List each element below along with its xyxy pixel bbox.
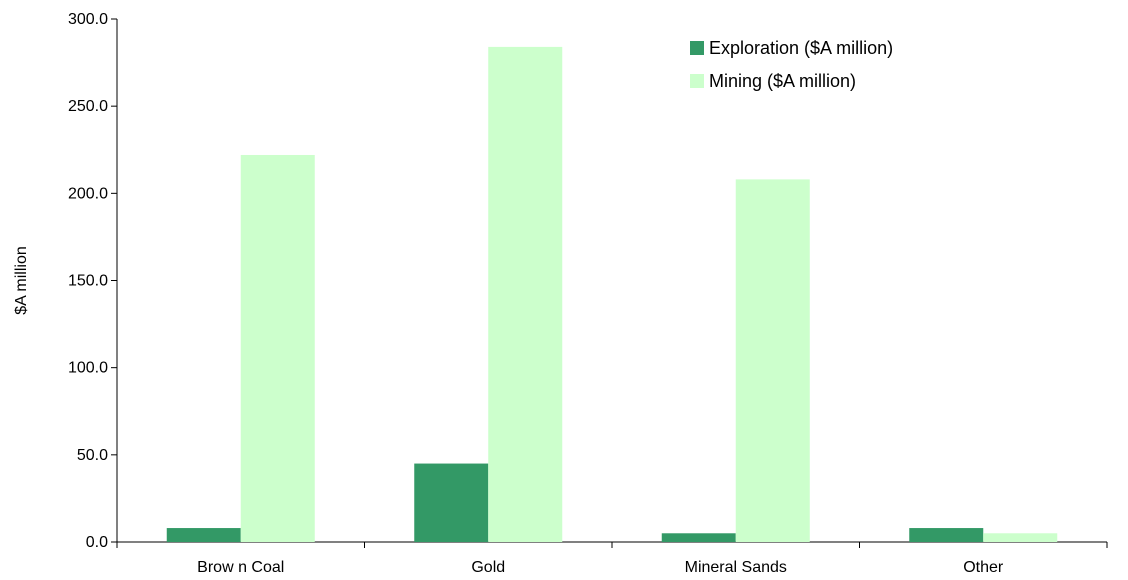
bar-mining [488, 46, 563, 542]
legend-label: Exploration ($A million) [709, 38, 893, 58]
bar-exploration [909, 528, 984, 542]
y-tick-label: 50.0 [77, 447, 108, 464]
legend-label: Mining ($A million) [709, 71, 856, 91]
y-tick-label: 100.0 [68, 360, 108, 377]
bar-mining [983, 533, 1058, 542]
legend: Exploration ($A million) Mining ($A milli… [690, 38, 893, 91]
x-tick-label: Mineral Sands [685, 559, 787, 576]
x-tick-label: Gold [471, 559, 505, 576]
bars [166, 46, 1058, 543]
y-axis-title: $A million [13, 246, 30, 314]
legend-swatch [690, 41, 704, 55]
y-tick-label: 150.0 [68, 273, 108, 290]
bar-mining [240, 154, 315, 543]
bar-exploration [661, 533, 736, 542]
bar-mining [735, 179, 810, 543]
x-tick-label: Other [963, 559, 1004, 576]
x-tick-label: Brow n Coal [197, 559, 284, 576]
bar-exploration [414, 463, 489, 542]
y-tick-label: 200.0 [68, 185, 108, 202]
x-axis: Brow n Coal Gold Mineral Sands Other [116, 541, 1108, 576]
legend-swatch [690, 74, 704, 88]
y-tick-label: 250.0 [68, 98, 108, 115]
y-axis: 0.0 50.0 100.0 150.0 200.0 250.0 300.0 [68, 11, 118, 551]
y-tick-label: 300.0 [68, 11, 108, 28]
y-tick-label: 0.0 [86, 534, 108, 551]
bar-exploration [166, 528, 241, 542]
